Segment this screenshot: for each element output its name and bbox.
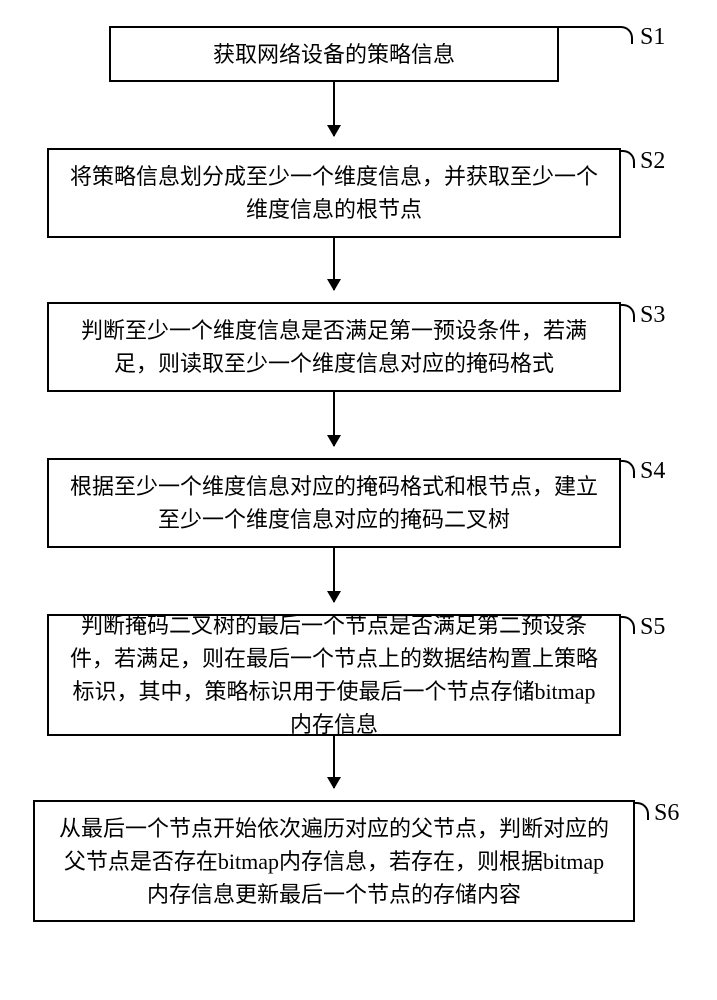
arrow-4-5	[333, 548, 335, 602]
label-connector-s1	[559, 26, 633, 44]
step-box-s2: 将策略信息划分成至少一个维度信息，并获取至少一个维度信息的根节点	[47, 148, 621, 238]
step-text-s3: 判断至少一个维度信息是否满足第一预设条件，若满足，则读取至少一个维度信息对应的掩…	[69, 314, 599, 380]
step-box-s5: 判断掩码二叉树的最后一个节点是否满足第二预设条件，若满足，则在最后一个节点上的数…	[47, 614, 621, 736]
step-text-s5: 判断掩码二叉树的最后一个节点是否满足第二预设条件，若满足，则在最后一个节点上的数…	[69, 609, 599, 741]
arrow-1-2	[333, 82, 335, 136]
step-label-s3: S3	[640, 302, 665, 329]
arrow-3-4	[333, 392, 335, 446]
label-connector-s5	[621, 616, 635, 634]
arrow-5-6	[333, 736, 335, 788]
flowchart-container: 获取网络设备的策略信息 S1 将策略信息划分成至少一个维度信息，并获取至少一个维…	[0, 0, 717, 1000]
step-text-s4: 根据至少一个维度信息对应的掩码格式和根节点，建立至少一个维度信息对应的掩码二叉树	[69, 470, 599, 536]
step-box-s1: 获取网络设备的策略信息	[109, 26, 559, 82]
arrow-2-3	[333, 238, 335, 290]
step-box-s3: 判断至少一个维度信息是否满足第一预设条件，若满足，则读取至少一个维度信息对应的掩…	[47, 302, 621, 392]
label-connector-s6	[635, 802, 649, 820]
label-connector-s2	[621, 150, 635, 168]
label-connector-s3	[621, 304, 635, 322]
step-box-s4: 根据至少一个维度信息对应的掩码格式和根节点，建立至少一个维度信息对应的掩码二叉树	[47, 458, 621, 548]
step-label-s5: S5	[640, 614, 665, 641]
step-label-s6: S6	[654, 800, 679, 827]
step-label-s4: S4	[640, 458, 665, 485]
step-text-s6: 从最后一个节点开始依次遍历对应的父节点，判断对应的父节点是否存在bitmap内存…	[55, 812, 613, 911]
step-text-s2: 将策略信息划分成至少一个维度信息，并获取至少一个维度信息的根节点	[69, 160, 599, 226]
step-text-s1: 获取网络设备的策略信息	[213, 38, 455, 71]
label-connector-s4	[621, 460, 635, 478]
step-label-s1: S1	[640, 24, 665, 51]
step-label-s2: S2	[640, 148, 665, 175]
step-box-s6: 从最后一个节点开始依次遍历对应的父节点，判断对应的父节点是否存在bitmap内存…	[33, 800, 635, 922]
